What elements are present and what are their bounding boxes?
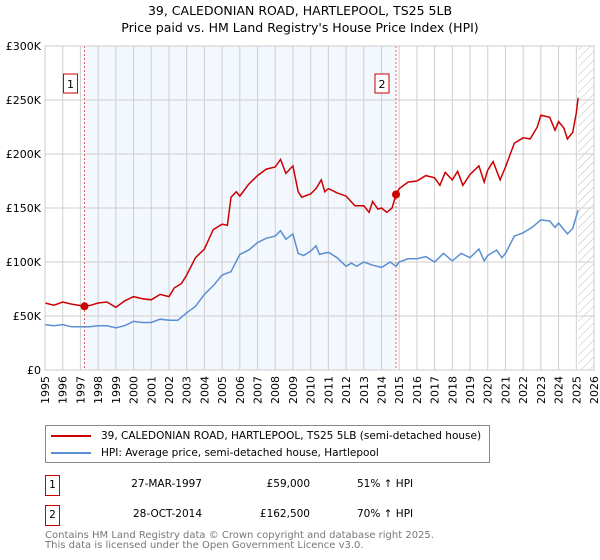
x-tick-label: 2011 [322,376,335,404]
x-tick-label: 2005 [216,376,229,404]
sale-point [80,302,89,311]
y-tick-label: £250K [6,94,42,107]
transaction-date: 28-OCT-2014 [133,508,202,520]
hpi-line [44,209,579,329]
transaction-marker: 2 [45,505,60,526]
x-tick-label: 2019 [464,376,477,404]
footer-licence: This data is licensed under the Open Gov… [45,540,364,551]
x-tick-label: 1995 [39,376,52,404]
transaction-row: 1 27-MAR-1997 £59,000 51% ↑ HPI [45,475,445,496]
x-tick-label: 2024 [553,376,566,404]
sale-label: 2 [379,78,386,91]
x-tick-label: 2017 [429,376,442,404]
legend: 39, CALEDONIAN ROAD, HARTLEPOOL, TS25 5L… [45,425,490,463]
sale-label: 1 [67,78,74,91]
footer: Contains HM Land Registry data © Crown c… [45,531,434,551]
sale-label-box [62,73,78,94]
x-tick-label: 2025 [570,376,583,404]
plot-frame [44,45,595,371]
x-tick-label: 2009 [287,376,300,404]
x-tick-label: 2004 [198,376,211,404]
transaction-price: £162,500 [259,508,310,520]
legend-item-hpi: HPI: Average price, semi-detached house,… [51,447,379,459]
x-tick-label: 1999 [110,376,123,404]
legend-item-property: 39, CALEDONIAN ROAD, HARTLEPOOL, TS25 5L… [51,430,481,442]
x-tick-label: 2006 [234,376,247,404]
y-tick-label: £100K [6,256,42,269]
footer-copyright: Contains HM Land Registry data © Crown c… [45,530,434,541]
x-tick-label: 2022 [517,376,530,404]
x-tick-label: 2026 [588,376,600,404]
y-tick-label: £150K [6,202,42,215]
chart-subtitle: Price paid vs. HM Land Registry's House … [121,20,479,35]
x-tick-label: 2001 [145,376,158,404]
property-price-line [44,97,579,309]
x-tick-label: 2010 [305,376,318,404]
x-tick-label: 2000 [128,376,141,404]
x-tick-label: 2014 [375,376,388,404]
x-tick-label: 2021 [499,376,512,404]
transaction-price: £59,000 [266,478,310,490]
x-tick-label: 2015 [393,376,406,404]
y-tick-label: £200K [6,148,42,161]
y-tick-label: £50K [13,310,42,323]
x-tick-label: 2002 [163,376,176,404]
x-tick-label: 2018 [446,376,459,404]
x-tick-label: 2020 [482,376,495,404]
x-tick-label: 2012 [340,376,353,404]
y-tick-label: £0 [27,364,41,377]
transaction-hpi: 51% ↑ HPI [357,478,414,490]
sale-point [392,190,401,199]
transaction-marker: 1 [45,475,60,496]
x-tick-label: 1997 [74,376,87,404]
x-tick-label: 2023 [535,376,548,404]
x-tick-label: 2016 [411,376,424,404]
x-tick-label: 2003 [181,376,194,404]
x-tick-label: 2008 [269,376,282,404]
legend-swatch-red [51,435,91,437]
legend-label: 39, CALEDONIAN ROAD, HARTLEPOOL, TS25 5L… [101,430,482,442]
chart-title: 39, CALEDONIAN ROAD, HARTLEPOOL, TS25 5L… [147,3,453,18]
x-tick-label: 1996 [57,376,70,404]
transaction-hpi: 70% ↑ HPI [357,508,414,520]
sale-label-box [374,73,390,94]
y-tick-label: £300K [6,40,42,53]
x-tick-label: 1998 [92,376,105,404]
legend-label: HPI: Average price, semi-detached house,… [101,447,379,459]
x-tick-label: 2007 [252,376,265,404]
legend-swatch-blue [51,452,91,454]
plot-area: 1995 1996 1997 1998 1999 2000 2001 2002 2003 2004… [6,40,600,404]
transaction-row: 2 28-OCT-2014 £162,500 70% ↑ HPI [45,505,445,526]
transaction-date: 27-MAR-1997 [131,478,202,490]
x-tick-label: 2013 [358,376,371,404]
